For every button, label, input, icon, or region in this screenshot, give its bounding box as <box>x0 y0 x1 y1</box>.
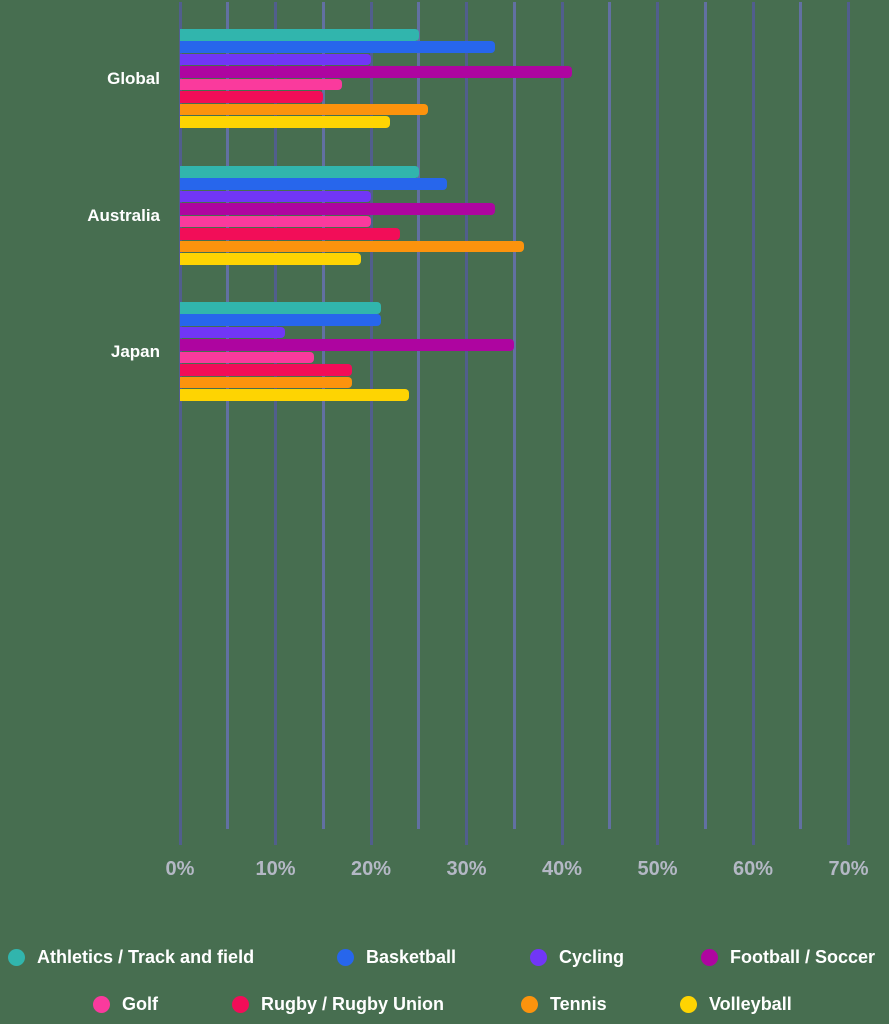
category-label-australia: Australia <box>87 206 160 225</box>
x-tick-label-60: 60% <box>732 858 774 880</box>
legend-dot-athletics-track-and-field <box>8 948 25 966</box>
gridline-35 <box>512 2 516 829</box>
gridline-10 <box>274 2 277 845</box>
x-tick-label-40: 40% <box>541 858 583 880</box>
bar-japan-athletics-track-and-field[interactable] <box>180 302 381 314</box>
bar-japan-volleyball[interactable] <box>180 388 410 401</box>
legend-label-football-soccer: Football / Soccer <box>730 946 876 967</box>
legend-item-golf[interactable]: Golf <box>93 993 158 1015</box>
bar-global-cycling[interactable] <box>180 53 371 66</box>
gridline-70 <box>847 2 850 845</box>
bar-japan-golf[interactable] <box>180 351 314 364</box>
category-label-japan: Japan <box>110 342 160 361</box>
bar-australia-tennis[interactable] <box>180 240 524 253</box>
bar-global-volleyball[interactable] <box>180 115 391 128</box>
bar-global-rugby-rugby-union[interactable] <box>180 91 324 103</box>
category-label-global: Global <box>107 69 160 88</box>
legend-dot-cycling <box>530 948 547 966</box>
legend-item-tennis[interactable]: Tennis <box>521 993 607 1015</box>
legend-label-basketball: Basketball <box>366 946 457 967</box>
gridline-60 <box>751 2 755 845</box>
gridline-30 <box>465 2 468 845</box>
bar-australia-football-soccer[interactable] <box>180 203 496 215</box>
bar-global-basketball[interactable] <box>180 41 496 53</box>
bar-australia-rugby-rugby-union[interactable] <box>180 228 400 240</box>
legend-item-athletics-track-and-field[interactable]: Athletics / Track and field <box>8 946 254 968</box>
x-tick-label-10: 10% <box>255 858 296 880</box>
bar-japan-tennis[interactable] <box>180 376 352 389</box>
x-tick-label-0: 0% <box>165 858 195 880</box>
bar-japan-cycling[interactable] <box>180 326 286 339</box>
gridline-45 <box>608 2 612 829</box>
gridline-50 <box>656 2 659 845</box>
legend-dot-golf <box>93 995 110 1013</box>
x-tick-label-30: 30% <box>446 858 487 880</box>
legend-label-cycling: Cycling <box>559 946 625 967</box>
legend-label-athletics-track-and-field: Athletics / Track and field <box>37 946 255 967</box>
bar-japan-basketball[interactable] <box>180 314 381 326</box>
legend-label-tennis: Tennis <box>550 993 607 1014</box>
bar-global-golf[interactable] <box>180 78 343 91</box>
gridline-40 <box>560 2 564 845</box>
x-tick-label-50: 50% <box>637 858 678 880</box>
bar-australia-golf[interactable] <box>180 215 371 228</box>
bar-global-football-soccer[interactable] <box>180 66 572 78</box>
gridline-55 <box>703 2 707 829</box>
x-tick-label-20: 20% <box>350 858 392 880</box>
bar-global-tennis[interactable] <box>180 103 429 116</box>
gridline-15 <box>321 2 325 829</box>
legend-item-volleyball[interactable]: Volleyball <box>680 993 792 1015</box>
legend-label-golf: Golf <box>122 993 158 1014</box>
gridline-0 <box>178 2 182 845</box>
bar-global-athletics-track-and-field[interactable] <box>180 29 419 41</box>
gridline-20 <box>369 2 373 845</box>
gridline-25 <box>417 2 421 829</box>
legend-dot-football-soccer <box>701 948 718 966</box>
legend-label-volleyball: Volleyball <box>709 993 792 1014</box>
bar-japan-football-soccer[interactable] <box>180 339 515 351</box>
bar-australia-athletics-track-and-field[interactable] <box>180 166 419 178</box>
legend-item-rugby-rugby-union[interactable]: Rugby / Rugby Union <box>232 993 444 1015</box>
legend-label-rugby-rugby-union: Rugby / Rugby Union <box>261 993 444 1014</box>
legend-dot-rugby-rugby-union <box>232 995 249 1013</box>
legend-item-basketball[interactable]: Basketball <box>337 946 456 968</box>
gridline-5 <box>226 2 230 829</box>
legend-dot-tennis <box>521 995 538 1013</box>
bar-australia-volleyball[interactable] <box>180 252 362 265</box>
x-tick-label-70: 70% <box>828 858 869 880</box>
legend-dot-basketball <box>337 948 354 966</box>
gridline-65 <box>799 2 803 829</box>
legend-dot-volleyball <box>680 995 697 1013</box>
bar-australia-cycling[interactable] <box>180 190 371 203</box>
bar-australia-basketball[interactable] <box>180 178 448 190</box>
legend-item-cycling[interactable]: Cycling <box>530 946 624 968</box>
bar-japan-rugby-rugby-union[interactable] <box>180 364 352 376</box>
legend-item-football-soccer[interactable]: Football / Soccer <box>701 946 875 968</box>
